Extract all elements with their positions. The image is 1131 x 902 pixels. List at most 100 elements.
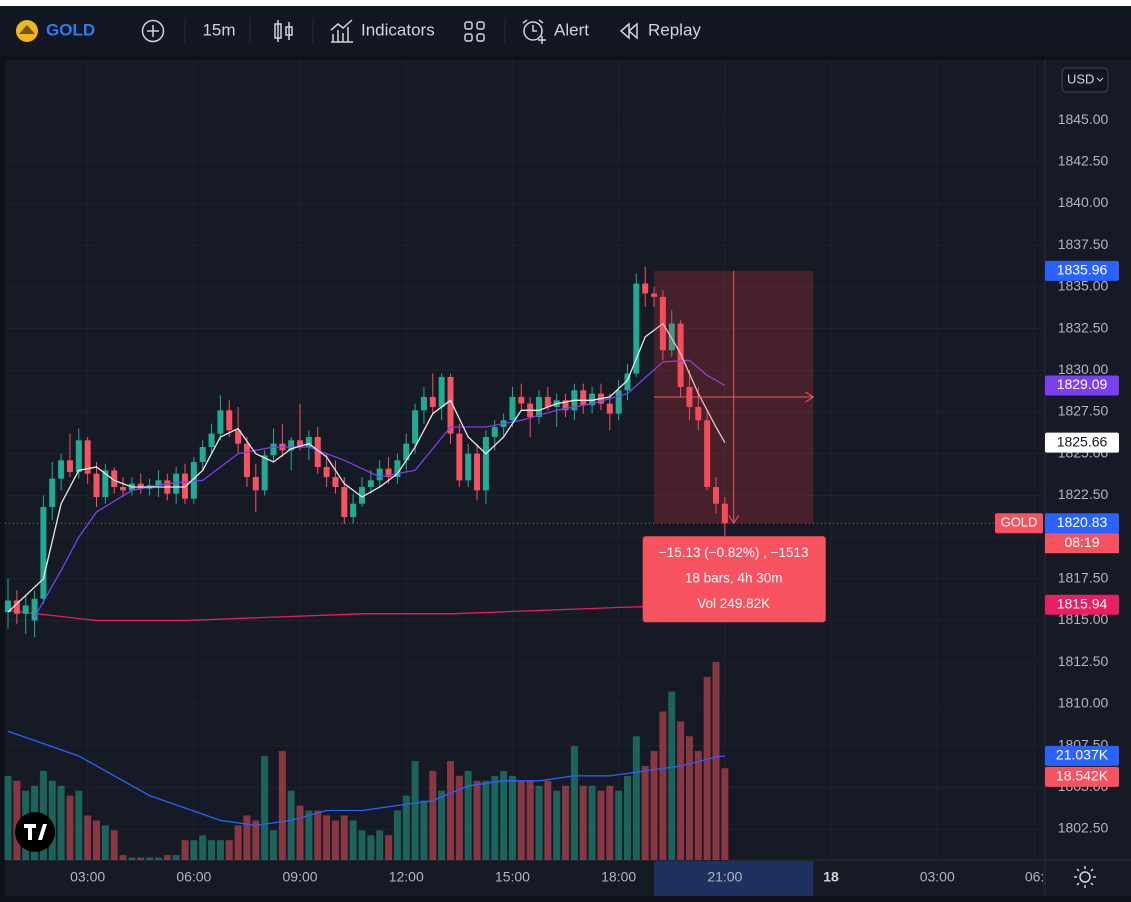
- candle-body: [704, 420, 711, 488]
- volume-bar: [464, 770, 472, 860]
- alert-button[interactable]: Alert: [522, 19, 589, 44]
- candle-body: [412, 410, 419, 444]
- volume-bar: [455, 775, 463, 860]
- candle-body: [580, 390, 587, 406]
- volume-bar: [137, 857, 145, 860]
- settings-button[interactable]: [1074, 866, 1096, 888]
- volume-bar: [553, 790, 561, 860]
- volume-ma-label: 21.037K: [1056, 747, 1109, 763]
- volume-bar: [385, 835, 393, 860]
- interval-button[interactable]: 15m: [202, 20, 235, 39]
- candle-body: [668, 323, 675, 351]
- volume-bar: [703, 676, 711, 860]
- y-tick-label: 1817.50: [1058, 569, 1109, 585]
- volume-bar: [429, 770, 437, 860]
- interval: 15m: [202, 20, 235, 39]
- y-tick-label: 1845.00: [1058, 111, 1109, 127]
- candle-body: [606, 403, 613, 414]
- y-tick-label: 1837.50: [1058, 236, 1109, 252]
- ma-slow-label-box: [1045, 375, 1119, 396]
- symbol-button[interactable]: GOLD: [16, 20, 95, 42]
- volume-bar: [393, 810, 401, 860]
- indicators-label: Indicators: [361, 20, 435, 39]
- measure-tooltip: [642, 536, 826, 623]
- candle-body: [5, 600, 11, 613]
- volume-bar: [340, 815, 348, 860]
- candle-body: [208, 433, 215, 447]
- currency-box: [1061, 67, 1109, 93]
- y-tick-label: 1822.50: [1058, 486, 1109, 502]
- x-tick-label: 12:00: [389, 869, 424, 885]
- volume-bar: [66, 795, 74, 860]
- volume-bar: [261, 756, 269, 860]
- measure-tooltip-text: 18 bars, 4h 30m: [685, 570, 783, 585]
- candle-body: [305, 436, 312, 447]
- layouts-button[interactable]: [464, 21, 485, 42]
- top-strip: [0, 0, 1131, 6]
- candle-body: [518, 396, 525, 404]
- volume-bar: [588, 785, 596, 860]
- volume-bar: [526, 780, 534, 860]
- candle-body: [509, 396, 516, 421]
- candle-body: [465, 453, 472, 481]
- candle-body: [173, 473, 180, 494]
- measure-arrow: [805, 391, 815, 403]
- volume-bar: [721, 768, 729, 860]
- volume-bar: [296, 805, 304, 860]
- candle-body: [102, 470, 109, 498]
- add-symbol-button[interactable]: [141, 19, 165, 43]
- candle-body: [562, 400, 569, 411]
- add-icon: [141, 19, 165, 43]
- candle-body: [93, 473, 100, 498]
- volume-bar: [181, 840, 189, 860]
- grid: [5, 60, 1045, 860]
- layout-icon: [476, 21, 485, 30]
- candle-body: [261, 455, 268, 491]
- measure-tooltip-text: −15.13 (−0.82%) , −1513: [659, 545, 809, 560]
- volume-bar: [615, 790, 623, 860]
- candle-body: [155, 480, 162, 486]
- y-tick-label: 1812.50: [1058, 653, 1109, 669]
- replay-icon: [619, 22, 638, 40]
- volume-bar: [694, 751, 702, 860]
- volume-bar: [287, 790, 295, 860]
- logo[interactable]: [15, 812, 55, 852]
- countdown: 08:19: [1064, 534, 1099, 550]
- candle-body: [297, 440, 304, 447]
- candle-body: [243, 443, 250, 478]
- volume-bar: [314, 810, 322, 860]
- replay-button[interactable]: Replay: [619, 20, 701, 40]
- measure-price-label-box: [1045, 260, 1119, 281]
- add-icon-plus: [147, 25, 159, 37]
- symbol-icon-shape: [19, 25, 35, 34]
- candle-body: [341, 487, 348, 518]
- volume-bar: [579, 785, 587, 860]
- volume-bar: [402, 795, 410, 860]
- candle-body: [22, 605, 29, 614]
- volume-bar: [624, 775, 631, 860]
- layout-icon: [464, 33, 473, 42]
- volume-bar: [110, 830, 118, 860]
- measure-tooltip-text: Vol 249.82K: [697, 596, 770, 611]
- volume-bar: [659, 711, 667, 860]
- ma-fast-line: [7, 322, 726, 613]
- volume-bar: [712, 662, 720, 860]
- volume-bar: [57, 785, 65, 860]
- candle-body: [474, 453, 481, 491]
- candle-body: [394, 460, 401, 478]
- x-tick-label: 03:00: [920, 869, 955, 885]
- volume-bar: [376, 830, 384, 860]
- indicators-icon: [330, 19, 353, 43]
- y-tick-label: 1830.00: [1058, 361, 1109, 377]
- volume-bar: [252, 820, 260, 860]
- chart-type-button[interactable]: [274, 20, 293, 42]
- plot: [4, 266, 729, 860]
- chevron: [1096, 77, 1104, 82]
- volume-bar: [216, 840, 224, 860]
- currency-button[interactable]: USD: [1061, 67, 1109, 93]
- indicators-button[interactable]: Indicators: [330, 19, 435, 43]
- candle-body: [359, 487, 365, 504]
- y-tick-label: 1842.50: [1058, 152, 1109, 168]
- candle-body: [199, 446, 206, 463]
- volume-bar: [367, 835, 375, 860]
